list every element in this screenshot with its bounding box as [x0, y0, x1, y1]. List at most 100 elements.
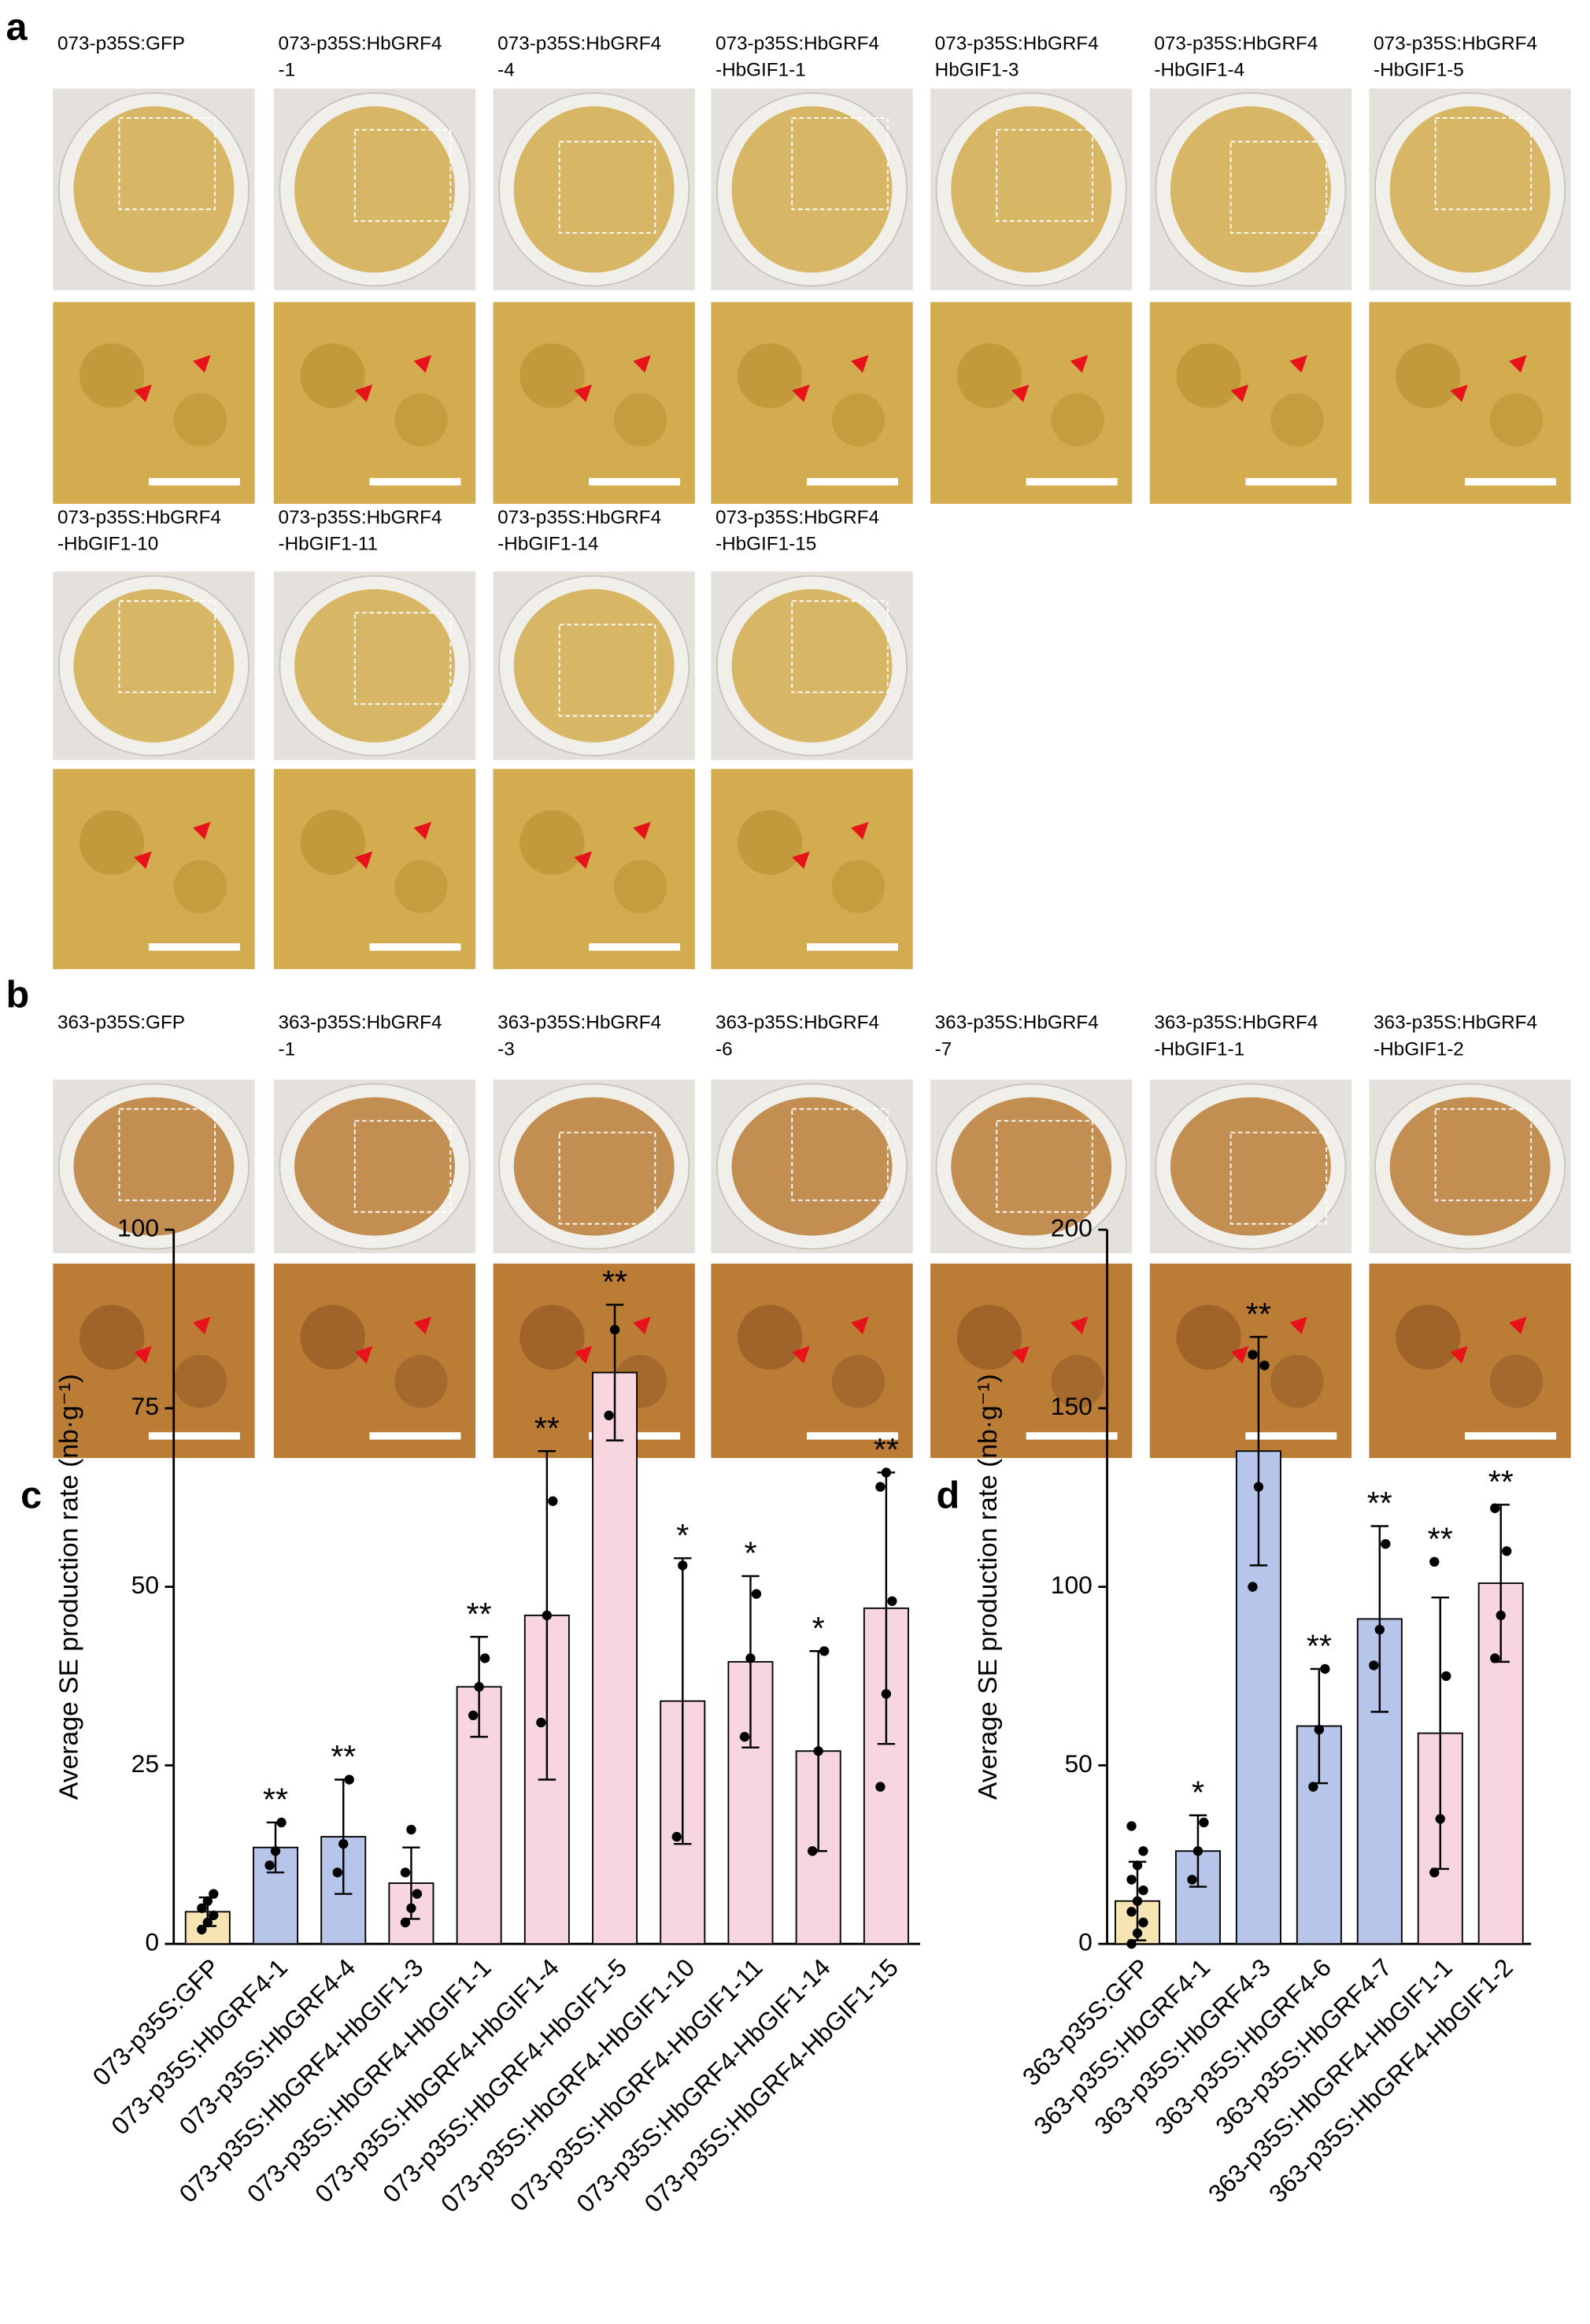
photo-label: -1 [279, 1038, 296, 1060]
zoom-box [118, 117, 216, 210]
data-point [202, 1896, 213, 1906]
callus [73, 105, 235, 273]
data-point [881, 1689, 892, 1699]
data-point [1248, 1349, 1258, 1360]
callus-dark [520, 1304, 585, 1370]
significance: ** [263, 1782, 288, 1818]
callus-dark [300, 343, 365, 409]
callus-dark [1051, 1355, 1104, 1408]
photo-label: 363-p35S:HbGRF4 [1154, 1012, 1318, 1034]
arrowhead [134, 384, 152, 402]
data-point [1132, 1928, 1143, 1938]
photo-label: 363-p35S:HbGRF4 [1374, 1012, 1537, 1034]
zoom-box [1434, 117, 1533, 210]
zoom-box [996, 1119, 1093, 1213]
callus-dark [80, 343, 145, 409]
data-point [1369, 1660, 1379, 1671]
significance: ** [602, 1264, 627, 1300]
zoom-photo [1149, 302, 1352, 504]
data-point [1132, 1860, 1143, 1871]
zoom-photo [711, 302, 913, 504]
data-point [1441, 1671, 1451, 1682]
zoom-box [353, 128, 452, 222]
significance: ** [1307, 1628, 1332, 1664]
photo-label: -HbGIF1-15 [716, 534, 816, 555]
data-point [264, 1860, 275, 1871]
data-point [1192, 1846, 1204, 1856]
error-bar [1370, 1525, 1389, 1713]
zoom-box [558, 140, 656, 234]
data-point [678, 1560, 688, 1571]
zoom-box [118, 600, 216, 694]
data-point [332, 1867, 342, 1878]
y-tick-label: 100 [1051, 1571, 1093, 1599]
callus [294, 105, 455, 273]
callus [1170, 1097, 1331, 1236]
zoom-photo [711, 768, 913, 969]
data-point [400, 1917, 411, 1928]
significance: * [744, 1535, 756, 1571]
callus [513, 1097, 675, 1236]
callus-dark [1270, 1355, 1324, 1408]
photo-label: 073-p35S:HbGRF4 [1154, 33, 1318, 54]
significance: * [676, 1517, 689, 1553]
data-point [1490, 1653, 1500, 1663]
arrowhead [193, 821, 211, 840]
y-tick-label: 0 [145, 1928, 159, 1956]
callus-dark [394, 393, 448, 446]
y-axis-label: Average SE production rate (nb·g⁻¹) [55, 1374, 84, 1800]
zoom-photo [711, 1264, 913, 1458]
callus-dark [738, 1304, 803, 1370]
callus [731, 105, 893, 273]
zoom-photo [53, 1264, 255, 1458]
callus-dark [520, 343, 585, 409]
data-point [209, 1910, 219, 1921]
data-point [412, 1889, 423, 1899]
photo-label: -HbGIF1-4 [1154, 59, 1244, 80]
photo-label: 073-p35S:HbGRF4 [935, 33, 1099, 54]
data-point [479, 1653, 490, 1663]
y-tick-label: 200 [1051, 1213, 1093, 1242]
photo-label: 073-p35S:HbGRF4 [716, 507, 879, 528]
callus [1389, 105, 1551, 273]
callus-dark [1176, 1304, 1241, 1370]
data-point [875, 1782, 886, 1792]
significance: * [812, 1610, 825, 1646]
data-point [536, 1717, 546, 1728]
data-point [1248, 1582, 1258, 1592]
zoom-photo [53, 302, 255, 504]
photo-label: 073-p35S:GFP [57, 33, 185, 54]
error-bar [674, 1557, 692, 1845]
callus-dark [173, 860, 227, 913]
data-point [338, 1838, 349, 1849]
photo-label: -HbGIF1-10 [57, 534, 158, 555]
data-point [1138, 1885, 1148, 1896]
data-point [881, 1467, 892, 1478]
zoom-photo [493, 302, 695, 504]
data-point [671, 1831, 682, 1842]
y-tick-label: 0 [1078, 1928, 1093, 1956]
photo-label: 073-p35S:HbGRF4 [497, 33, 661, 54]
arrowhead [1230, 384, 1249, 402]
panel-letter: a [6, 6, 28, 49]
significance: ** [467, 1596, 492, 1632]
photo-label: 073-p35S:HbGRF4 [1374, 33, 1537, 54]
arrowhead [193, 355, 211, 373]
data-point [808, 1846, 818, 1856]
photo-label: 073-p35S:HbGRF4 [716, 33, 879, 54]
arrowhead [1289, 355, 1307, 373]
arrowhead [354, 384, 373, 402]
panel-letter: b [6, 973, 29, 1016]
callus [1389, 1097, 1551, 1236]
data-point [1429, 1556, 1440, 1567]
data-point [813, 1746, 823, 1756]
data-point [1435, 1814, 1445, 1824]
data-point [1199, 1817, 1209, 1828]
photo-label: -4 [497, 59, 515, 80]
data-point [344, 1774, 354, 1785]
panel-letter: d [937, 1474, 960, 1516]
photo-label: -HbGIF1-1 [1154, 1038, 1244, 1060]
callus-dark [1489, 393, 1544, 446]
callus [1170, 105, 1331, 273]
data-point [270, 1846, 281, 1856]
